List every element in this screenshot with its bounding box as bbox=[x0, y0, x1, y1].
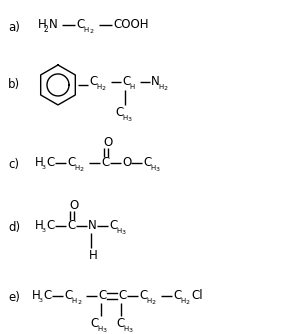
Text: e): e) bbox=[8, 291, 20, 304]
Text: C: C bbox=[67, 156, 75, 169]
Text: 3: 3 bbox=[128, 118, 132, 123]
Text: C: C bbox=[90, 317, 98, 330]
Text: H: H bbox=[32, 289, 41, 302]
Text: 3: 3 bbox=[103, 328, 107, 333]
Text: H: H bbox=[89, 249, 98, 262]
Text: C: C bbox=[89, 75, 97, 89]
Text: H: H bbox=[71, 298, 76, 304]
Text: Cl: Cl bbox=[191, 289, 203, 302]
Text: a): a) bbox=[8, 21, 20, 34]
Text: C: C bbox=[116, 317, 124, 330]
Text: N: N bbox=[88, 219, 97, 232]
Text: C: C bbox=[76, 18, 84, 31]
Text: 3: 3 bbox=[156, 167, 160, 172]
Text: 3: 3 bbox=[129, 328, 133, 333]
Text: 3: 3 bbox=[42, 165, 46, 170]
Text: H: H bbox=[129, 84, 134, 90]
Text: C: C bbox=[139, 289, 147, 302]
Text: H: H bbox=[83, 27, 88, 33]
Text: N: N bbox=[151, 75, 160, 89]
Text: H: H bbox=[35, 156, 44, 169]
Text: 3: 3 bbox=[122, 230, 126, 235]
Text: H: H bbox=[123, 326, 128, 332]
Text: C: C bbox=[118, 289, 126, 302]
Text: d): d) bbox=[8, 221, 20, 234]
Text: 2: 2 bbox=[102, 87, 106, 92]
Text: N: N bbox=[49, 18, 58, 31]
Text: H: H bbox=[158, 84, 163, 90]
Text: O: O bbox=[103, 136, 112, 149]
Text: C: C bbox=[101, 156, 109, 169]
Text: 2: 2 bbox=[89, 29, 93, 34]
Text: C: C bbox=[122, 75, 130, 89]
Text: 3: 3 bbox=[42, 228, 46, 233]
Text: C: C bbox=[98, 289, 106, 302]
Text: 3: 3 bbox=[39, 298, 43, 303]
Text: 2: 2 bbox=[80, 167, 84, 172]
Text: H: H bbox=[35, 219, 44, 232]
Text: C: C bbox=[67, 219, 75, 232]
Text: C: C bbox=[109, 219, 117, 232]
Text: 2: 2 bbox=[77, 300, 81, 305]
Text: c): c) bbox=[8, 158, 19, 171]
Text: H: H bbox=[97, 326, 102, 332]
Text: 2: 2 bbox=[164, 87, 168, 92]
Text: COOH: COOH bbox=[113, 18, 148, 31]
Text: 2: 2 bbox=[186, 300, 190, 305]
Text: C: C bbox=[64, 289, 72, 302]
Text: O: O bbox=[122, 156, 131, 169]
Text: H: H bbox=[38, 18, 47, 31]
Text: b): b) bbox=[8, 78, 20, 92]
Text: 2: 2 bbox=[44, 25, 49, 34]
Text: O: O bbox=[69, 199, 78, 212]
Text: H: H bbox=[96, 84, 101, 90]
Text: C: C bbox=[43, 289, 51, 302]
Text: C: C bbox=[46, 156, 54, 169]
Text: H: H bbox=[180, 298, 185, 304]
Text: C: C bbox=[173, 289, 181, 302]
Text: C: C bbox=[143, 156, 151, 169]
Text: H: H bbox=[150, 165, 155, 171]
Text: H: H bbox=[116, 228, 121, 234]
Text: H: H bbox=[146, 298, 151, 304]
Text: H: H bbox=[74, 165, 79, 171]
Text: H: H bbox=[122, 115, 127, 121]
Text: 2: 2 bbox=[152, 300, 156, 305]
Text: C: C bbox=[115, 107, 123, 120]
Text: C: C bbox=[46, 219, 54, 232]
